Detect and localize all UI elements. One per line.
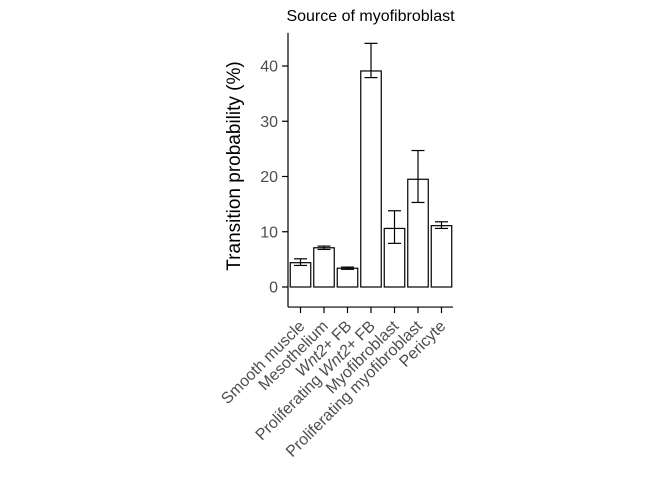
error-bar bbox=[294, 258, 307, 267]
error-bar bbox=[364, 42, 378, 79]
y-tick-label: 0 bbox=[269, 280, 278, 297]
bar bbox=[289, 262, 312, 288]
error-bar bbox=[317, 245, 331, 251]
bar bbox=[360, 70, 382, 288]
bar bbox=[313, 247, 335, 288]
bars bbox=[289, 42, 453, 288]
y-axis-label: Transition probability (%) bbox=[224, 61, 245, 270]
error-bar bbox=[411, 149, 425, 204]
axes: 0 10 20 30 40 bbox=[260, 32, 453, 314]
y-tick-label: 30 bbox=[260, 114, 278, 131]
y-tick-label: 40 bbox=[260, 59, 278, 76]
error-bar bbox=[341, 266, 354, 270]
error-bar bbox=[388, 210, 401, 244]
y-tick-label: 10 bbox=[260, 224, 278, 241]
error-bar bbox=[435, 221, 448, 230]
y-tick-label: 20 bbox=[260, 169, 278, 186]
bar bbox=[430, 225, 453, 288]
bar bbox=[336, 267, 359, 288]
chart-title: Source of myofibroblast bbox=[286, 8, 455, 25]
